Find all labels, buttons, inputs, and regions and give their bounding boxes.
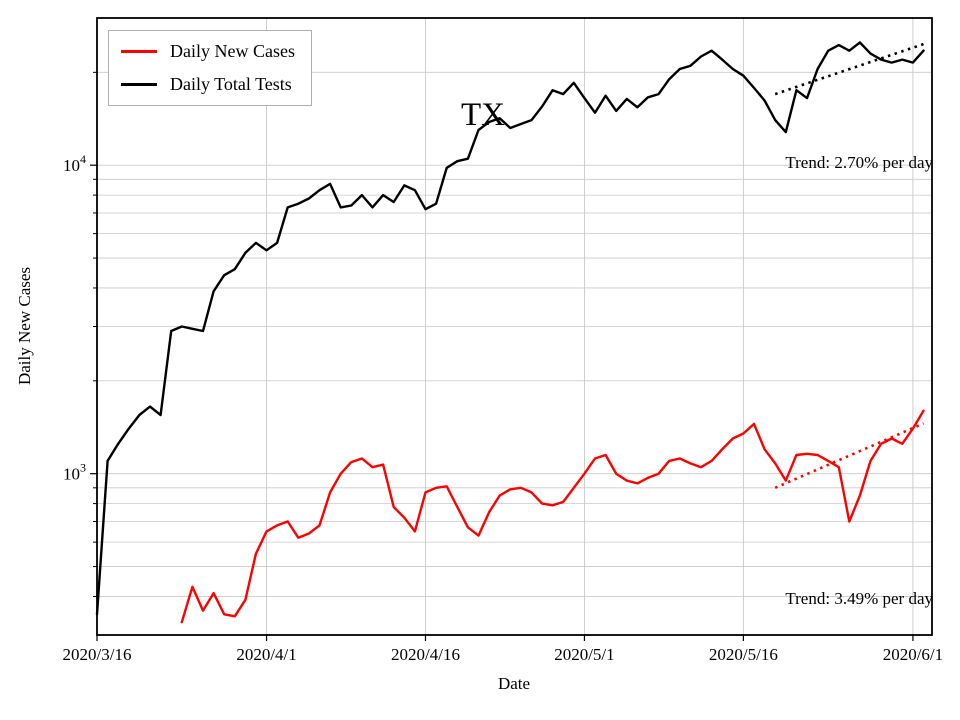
legend-item-daily-new-cases: Daily New Cases — [121, 41, 295, 63]
x-axis-label: Date — [497, 674, 531, 693]
legend-item-daily-total-tests: Daily Total Tests — [121, 74, 295, 96]
x-tick-label: 2020/5/1 — [554, 645, 614, 664]
state-label: TX — [461, 97, 505, 133]
trend-annotation-tests: Trend: 2.70% per day — [785, 153, 933, 172]
x-tick-label: 2020/4/1 — [236, 645, 296, 664]
legend: Daily New Cases Daily Total Tests — [108, 30, 312, 107]
y-tick-label: 103 — [63, 461, 86, 484]
y-axis-label: Daily New Cases — [15, 266, 34, 386]
series-line-daily-new-cases — [180, 409, 925, 624]
legend-line-swatch-black — [121, 82, 157, 86]
trend-dotted-line — [774, 42, 924, 96]
x-tick-label: 2020/4/16 — [391, 645, 460, 664]
legend-label-daily-new-cases: Daily New Cases — [170, 41, 295, 61]
x-tick-label: 2020/6/1 — [883, 645, 943, 664]
legend-line-swatch-red — [121, 50, 157, 54]
trend-annotation-cases: Trend: 3.49% per day — [785, 589, 933, 608]
y-tick-label: 104 — [63, 152, 86, 175]
series-line-daily-total-tests — [95, 41, 925, 616]
trend-dotted-line — [774, 422, 925, 490]
legend-label-daily-total-tests: Daily Total Tests — [170, 73, 292, 94]
x-tick-label: 2020/3/16 — [63, 645, 132, 664]
x-tick-label: 2020/5/16 — [709, 645, 778, 664]
